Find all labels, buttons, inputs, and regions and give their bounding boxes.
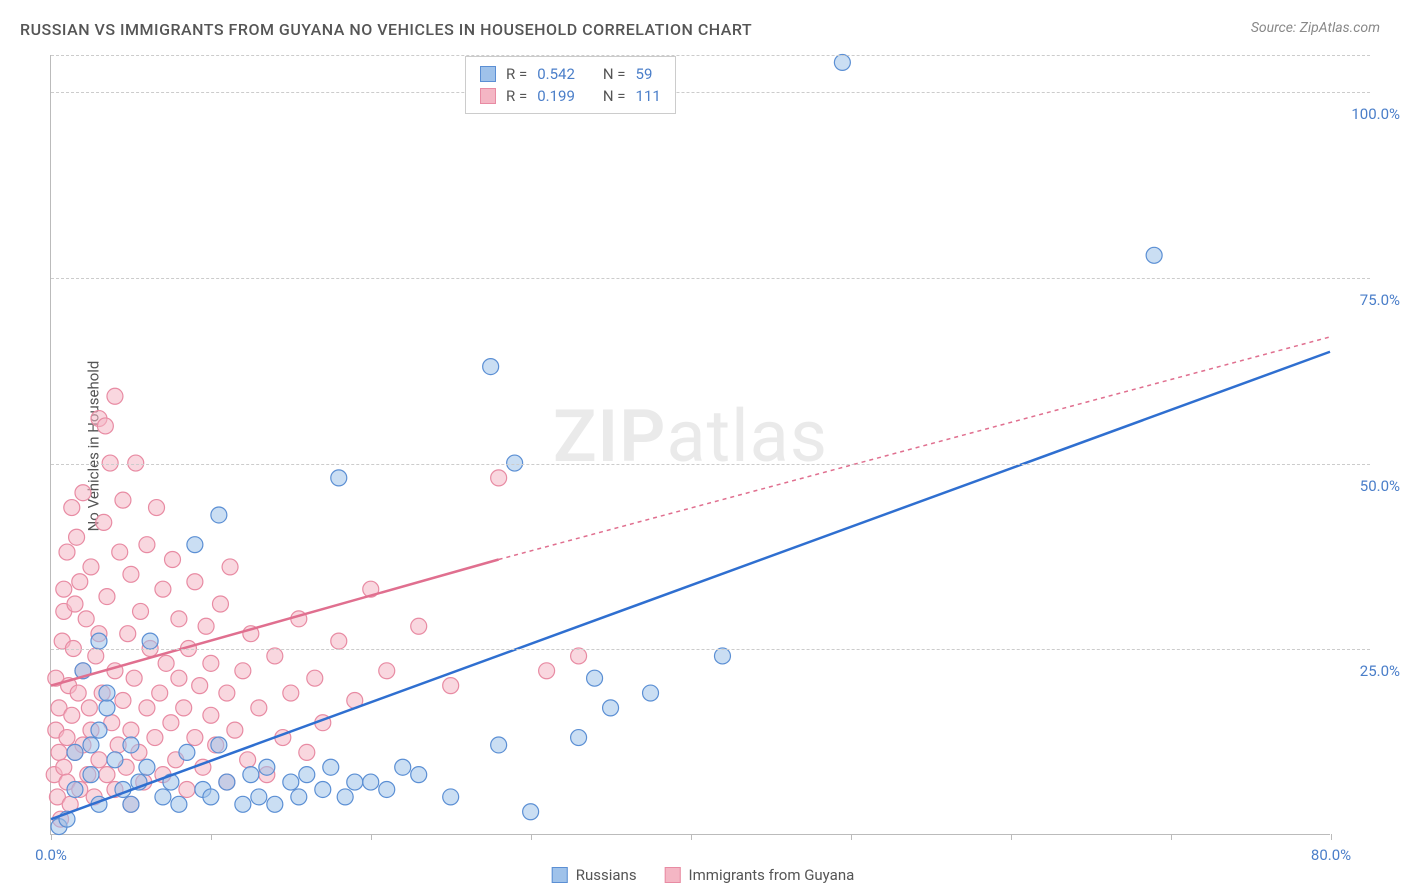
stats-box: R = 0.542 N = 59 R = 0.199 N = 111 — [465, 56, 676, 114]
stats-swatch — [480, 88, 496, 104]
stats-n-label: N = — [603, 65, 626, 83]
legend-item-russians: Russians — [552, 866, 637, 884]
chart-svg — [51, 55, 1330, 834]
legend-item-guyana: Immigrants from Guyana — [665, 866, 855, 884]
stats-r-label: R = — [506, 65, 527, 83]
chart-title: RUSSIAN VS IMMIGRANTS FROM GUYANA NO VEH… — [20, 20, 752, 39]
stats-r-value: 0.199 — [537, 87, 575, 105]
plot-area: ZIPatlas 25.0%50.0%75.0%100.0%0.0%80.0% — [50, 55, 1330, 835]
stats-row: R = 0.199 N = 111 — [480, 85, 661, 107]
legend-label-russians: Russians — [576, 866, 637, 884]
legend-swatch-guyana — [665, 867, 681, 883]
stats-n-value: 111 — [636, 87, 661, 105]
bottom-legend: Russians Immigrants from Guyana — [552, 866, 855, 884]
legend-label-guyana: Immigrants from Guyana — [689, 866, 855, 884]
stats-n-label: N = — [603, 87, 626, 105]
stats-r-label: R = — [506, 87, 527, 105]
stats-row: R = 0.542 N = 59 — [480, 63, 661, 85]
legend-swatch-russians — [552, 867, 568, 883]
source-attribution: Source: ZipAtlas.com — [1251, 20, 1380, 36]
stats-r-value: 0.542 — [537, 65, 575, 83]
stats-n-value: 59 — [636, 65, 653, 83]
stats-swatch — [480, 66, 496, 82]
